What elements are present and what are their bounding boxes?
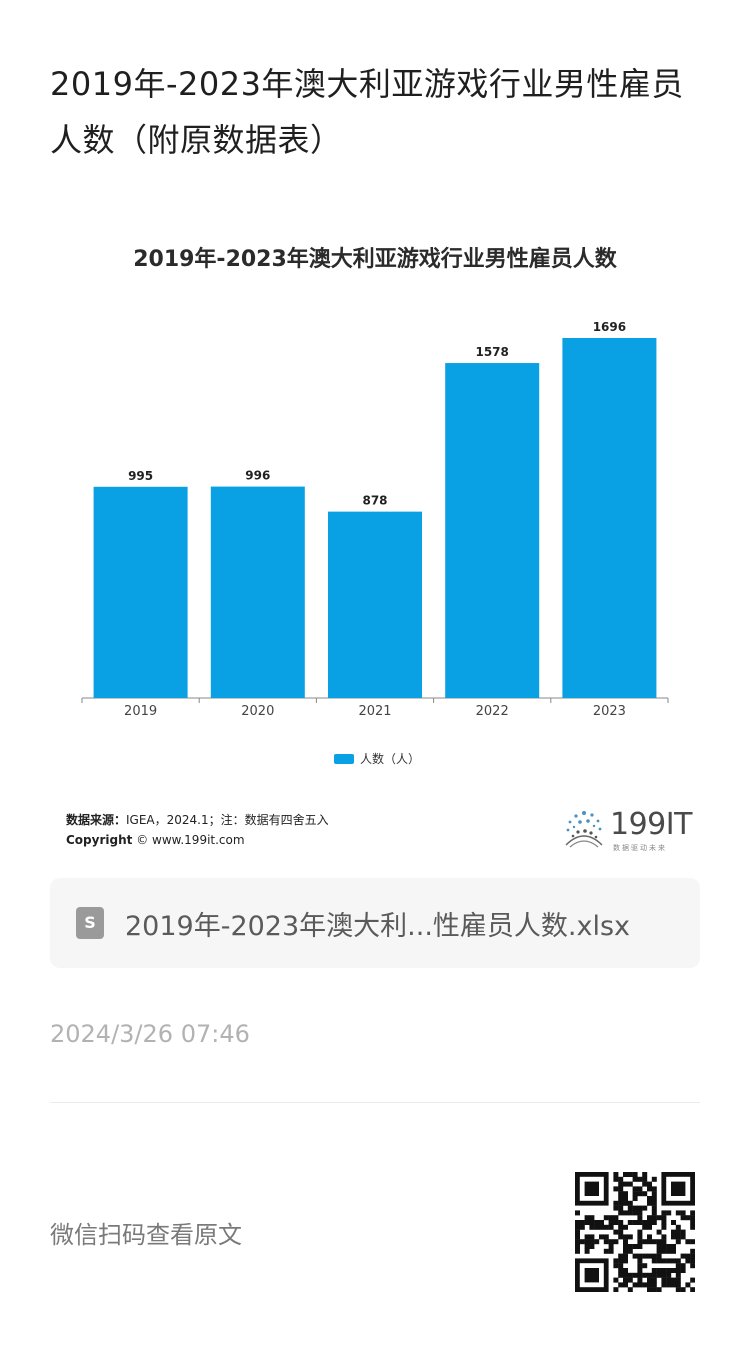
data-label-2023: 1696 [593, 320, 626, 334]
legend-swatch [334, 753, 354, 764]
legend-label: 人数（人） [360, 752, 421, 766]
copyright-label: Copyright [66, 833, 133, 847]
logo-tagline: 数据驱动未来 [613, 844, 667, 852]
data-label-2019: 995 [128, 469, 153, 483]
source-label: 数据来源： [66, 813, 127, 827]
tick-label-2021: 2021 [358, 704, 391, 719]
brand-logo: 199IT 数据驱动未来 [560, 805, 700, 855]
chart-title: 2019年-2023年澳大利亚游戏行业男性雇员人数 [133, 247, 617, 272]
bar-2022 [445, 363, 540, 698]
publish-timestamp: 2024/3/26 07:46 [50, 1020, 250, 1048]
bar-2020 [210, 486, 305, 698]
bar-2023 [562, 338, 657, 698]
tick-label-2022: 2022 [476, 704, 509, 719]
qr-code-icon[interactable] [575, 1172, 695, 1292]
chart-legend: 人数（人） [334, 750, 420, 767]
data-label-2022: 1578 [475, 345, 508, 359]
copyright-text: © www.199it.com [136, 833, 245, 847]
bar-chart: 995 2019 996 2020 878 2021 1578 2022 1696 2023 [81, 320, 669, 719]
page-title: 2019年-2023年澳大利亚游戏行业男性雇员人数（附原数据表） [50, 65, 684, 159]
logo-text: 199IT [610, 807, 692, 842]
tick-label-2019: 2019 [124, 704, 157, 719]
bar-2019 [93, 486, 188, 698]
data-source: 数据来源：IGEA，2024.1；注：数据有四舍五入 Copyright © w… [66, 810, 329, 850]
chart-card: 2019年-2023年澳大利亚游戏行业男性雇员人数 995 2019 996 2020… [50, 215, 700, 870]
dots-logo-icon [565, 811, 603, 848]
divider [50, 1102, 700, 1103]
attachment-file[interactable]: S 2019年-2023年澳大利...性雇员人数.xlsx [50, 878, 700, 968]
spreadsheet-s-icon: S [76, 907, 104, 939]
tick-label-2020: 2020 [241, 704, 274, 719]
file-name[interactable]: 2019年-2023年澳大利...性雇员人数.xlsx [125, 910, 631, 942]
data-label-2020: 996 [245, 469, 270, 483]
bar-2021 [328, 511, 422, 698]
data-label-2021: 878 [362, 494, 387, 508]
qr-caption: 微信扫码查看原文 [50, 1221, 242, 1249]
source-text: IGEA，2024.1；注：数据有四舍五入 [126, 813, 329, 827]
tick-label-2023: 2023 [593, 704, 626, 719]
